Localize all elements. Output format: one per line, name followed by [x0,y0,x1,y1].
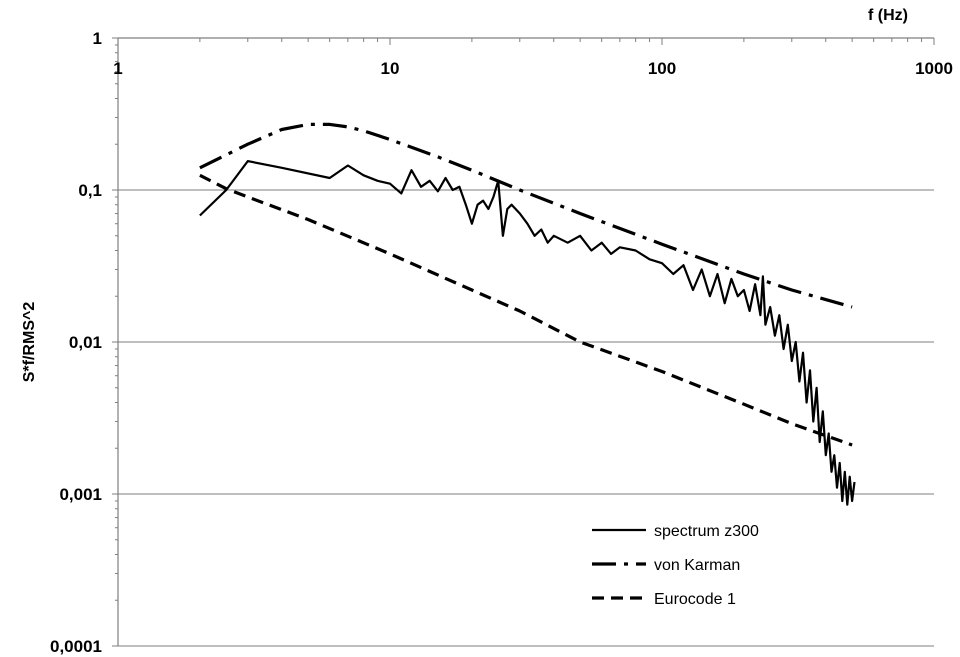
x-tick-label: 100 [648,59,676,78]
x-tick-label: 10 [381,59,400,78]
y-tick-label: 0,1 [78,181,102,200]
y-tick-label: 1 [93,29,102,48]
y-tick-label: 0,001 [59,485,102,504]
x-axis-title: f (Hz) [868,7,908,24]
legend-label: von Karman [654,557,740,574]
legend-label: spectrum z300 [654,523,759,540]
y-tick-label: 0,01 [69,333,102,352]
grid-layer [118,189,934,647]
series-layer [199,122,856,506]
x-tick-label: 1 [113,59,122,78]
series-line-spectrum-z300 [199,160,856,506]
y-axis-title: S*f/RMS^2 [21,302,38,383]
legend: spectrum z300 von Karman Eurocode 1 [592,523,759,608]
x-tick-label: 1000 [915,59,953,78]
series-line-von-karman [199,122,853,309]
series-line-eurocode-1 [199,173,853,447]
y-tick-label: 0,0001 [50,637,102,656]
tick-layer: 1 10 100 1000 1 0,1 0,01 0,001 0,0001 [50,29,953,656]
axis-layer [112,37,935,647]
legend-label: Eurocode 1 [654,591,736,608]
